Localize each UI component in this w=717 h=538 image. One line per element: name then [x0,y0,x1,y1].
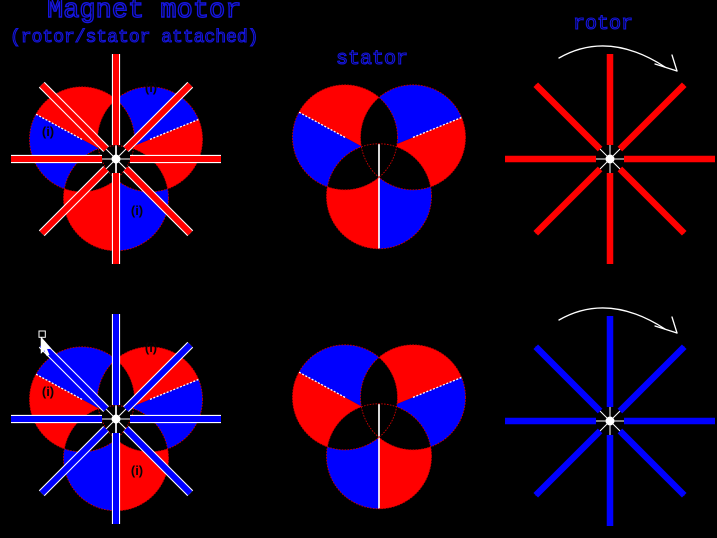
svg-text:(i): (i) [145,340,157,355]
svg-text:(i): (i) [145,80,157,95]
svg-text:(i): (i) [131,203,143,218]
svg-text:(i): (i) [131,463,143,478]
svg-text:(i): (i) [42,124,54,139]
svg-text:(i): (i) [42,384,54,399]
